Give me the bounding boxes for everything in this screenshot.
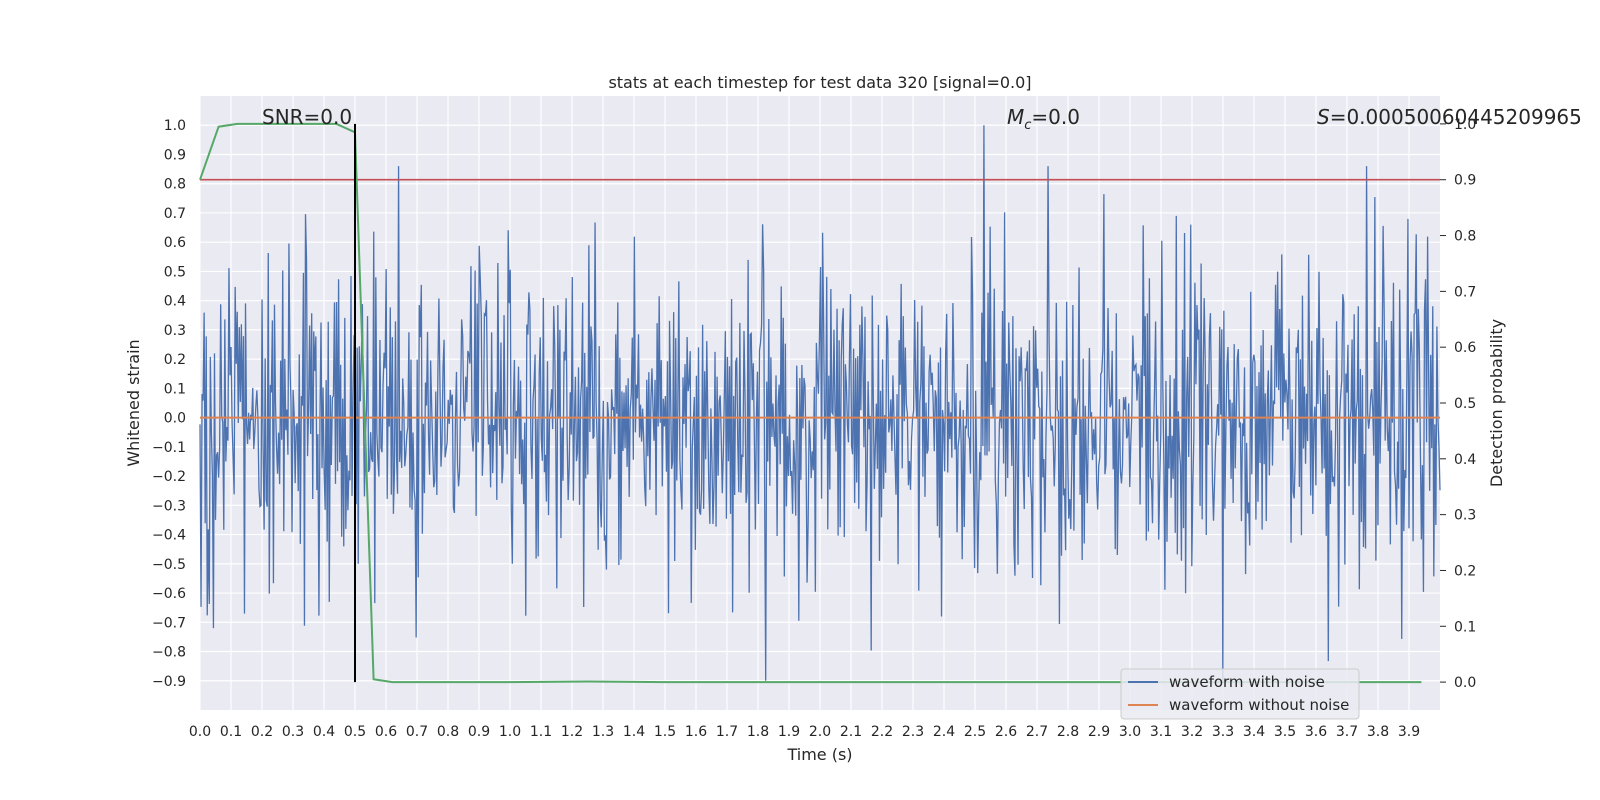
y-right-tick-label: 0.0 [1454,675,1476,691]
x-tick-label: 3.3 [1212,724,1234,740]
x-tick-label: 1.2 [561,724,583,740]
x-tick-label: 3.6 [1305,724,1327,740]
legend-label-clean: waveform without noise [1169,696,1349,714]
y-left-tick-label: −0.8 [152,645,186,661]
y-left-tick-label: 0.2 [164,352,186,368]
annotation-mc: Mc=0.0 [1007,105,1080,133]
x-tick-label: 1.1 [530,724,552,740]
y-left-tick-label: 0.8 [164,177,186,193]
x-tick-label: 2.2 [871,724,893,740]
y-left-tick-label: −0.1 [152,440,186,456]
x-tick-label: 2.4 [933,724,955,740]
y-left-tick-label: 0.0 [164,411,186,427]
annotation-s-symbol: S [1317,105,1330,129]
x-tick-label: 1.9 [778,724,800,740]
y-left-axis-ticks: 1.0 0.9 0.8 0.7 0.6 0.5 0.4 0.3 0.2 0.1 0.0 −0.1 −0.… [152,118,186,690]
legend: waveform with noise waveform without noi… [1120,668,1360,720]
legend-label-noisy: waveform with noise [1169,673,1325,691]
x-tick-label: 2.0 [809,724,831,740]
x-tick-label: 0.7 [406,724,428,740]
noisy-waveform-line [199,125,1441,681]
annotation-s-value: =0.00050060445209965 [1330,105,1582,129]
y-right-tick-label: 0.3 [1454,508,1476,524]
x-tick-label: 0.1 [220,724,242,740]
y-left-tick-label: 0.7 [164,206,186,222]
y-right-axis-label: Detection probability [1487,319,1506,487]
annotation-mc-value: =0.0 [1031,105,1080,129]
x-tick-label: 0.5 [344,724,366,740]
y-right-tick-label: 1.0 [1454,117,1476,133]
x-tick-label: 3.0 [1119,724,1141,740]
x-tick-label: 3.2 [1181,724,1203,740]
x-axis-ticks: 0.0 0.1 0.2 0.3 0.4 0.5 0.6 0.7 0.8 0.9 1.0 1.1 1.2 1… [189,724,1420,740]
y-left-tick-label: −0.9 [152,674,186,690]
x-tick-label: 2.7 [1026,724,1048,740]
x-tick-label: 0.4 [313,724,335,740]
y-right-tick-label: 0.6 [1454,340,1476,356]
x-tick-label: 1.4 [623,724,645,740]
x-tick-label: 2.6 [995,724,1017,740]
x-tick-label: 0.9 [468,724,490,740]
y-left-tick-label: 0.5 [164,264,186,280]
y-left-tick-label: −0.5 [152,557,186,573]
chart-title: stats at each timestep for test data 320… [608,73,1031,92]
y-left-tick-label: −0.4 [152,528,186,544]
annotation-mc-symbol: M [1007,105,1024,129]
x-tick-label: 0.6 [375,724,397,740]
legend-box [1120,668,1360,720]
x-tick-label: 0.8 [437,724,459,740]
x-tick-label: 0.0 [189,724,211,740]
y-left-tick-label: 0.9 [164,147,186,163]
x-tick-label: 1.0 [499,724,521,740]
x-tick-label: 2.8 [1057,724,1079,740]
y-left-tick-label: 0.6 [164,235,186,251]
y-left-tick-label: 0.3 [164,323,186,339]
x-tick-label: 3.8 [1367,724,1389,740]
x-tick-label: 2.3 [902,724,924,740]
x-tick-label: 3.7 [1336,724,1358,740]
y-left-tick-label: −0.6 [152,586,186,602]
y-right-tick-label: 0.4 [1454,452,1476,468]
y-right-tick-label: 0.8 [1454,229,1476,245]
y-left-tick-label: −0.2 [152,469,186,485]
x-tick-label: 1.7 [716,724,738,740]
x-tick-label: 1.3 [592,724,614,740]
y-left-tick-label: 1.0 [164,118,186,134]
annotation-s: S=0.00050060445209965 [1317,105,1582,129]
x-tick-label: 3.9 [1398,724,1420,740]
y-left-tick-label: 0.4 [164,294,186,310]
x-tick-label: 1.8 [747,724,769,740]
y-right-tick-label: 0.9 [1454,173,1476,189]
x-tick-label: 3.1 [1150,724,1172,740]
x-tick-label: 3.5 [1274,724,1296,740]
y-left-tick-label: 0.1 [164,381,186,397]
series-detection-probability [199,122,1422,684]
x-tick-label: 0.3 [282,724,304,740]
x-axis-label: Time (s) [786,745,852,764]
x-tick-label: 0.2 [251,724,273,740]
y-left-axis-label: Whitened strain [124,339,143,466]
grid [199,96,1440,710]
y-right-tick-label: 0.7 [1454,284,1476,300]
series-waveform-with-noise [199,125,1441,681]
x-tick-label: 2.9 [1088,724,1110,740]
y-right-tick-label: 0.5 [1454,396,1476,412]
x-tick-label: 3.4 [1243,724,1265,740]
annotation-mc-sub: c [1024,118,1031,133]
y-left-tick-label: −0.3 [152,498,186,514]
y-right-axis-ticks: 1.0 0.9 0.8 0.7 0.6 0.5 0.4 0.3 0.2 0.1 0.0 [1440,117,1476,691]
x-tick-label: 1.5 [654,724,676,740]
x-tick-label: 1.6 [685,724,707,740]
x-tick-label: 2.5 [964,724,986,740]
annotation-snr: SNR=0.0 [262,105,352,129]
y-right-tick-label: 0.2 [1454,563,1476,579]
y-right-tick-label: 0.1 [1454,619,1476,635]
y-left-tick-label: −0.7 [152,615,186,631]
x-tick-label: 2.1 [840,724,862,740]
